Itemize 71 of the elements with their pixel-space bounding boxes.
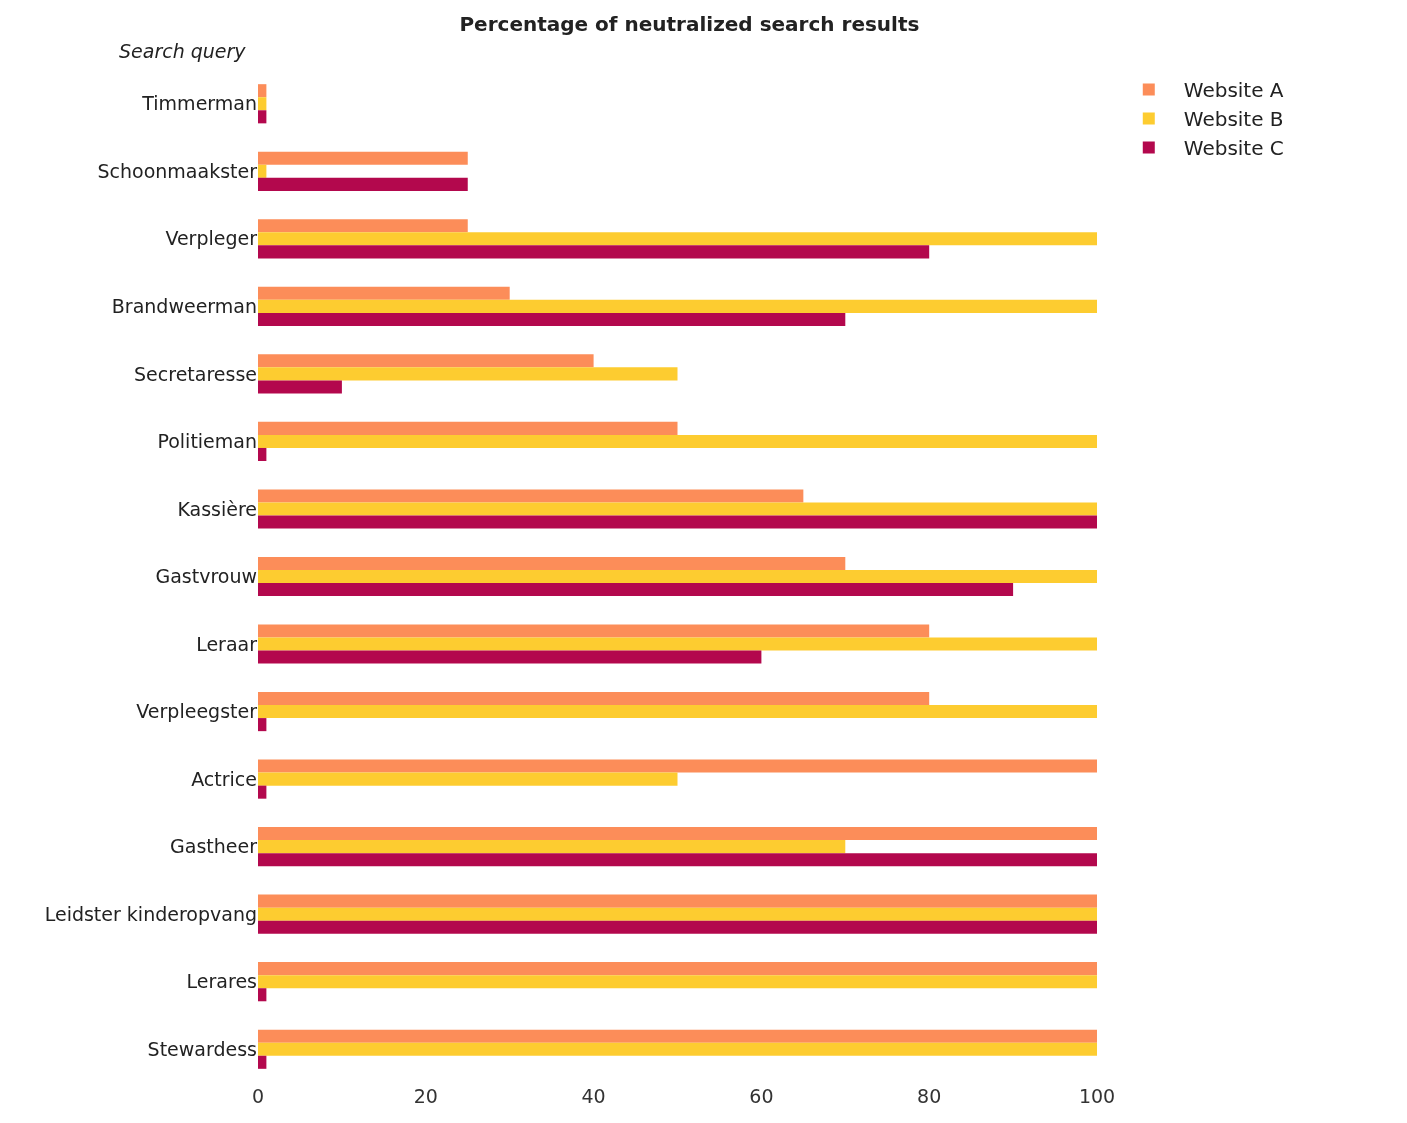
legend-label: Website B (1183, 107, 1284, 132)
bar (258, 219, 468, 233)
bar (258, 759, 1097, 773)
y-tick-label: Timmerman (141, 92, 257, 115)
y-tick-label: Brandweerman (111, 295, 257, 318)
bar (258, 164, 267, 178)
bar (258, 637, 1097, 651)
bar (258, 502, 1097, 516)
bar (258, 299, 1097, 313)
bar (258, 718, 267, 732)
y-tick-label: Politieman (157, 430, 257, 453)
bar (258, 920, 1097, 934)
bar (258, 245, 930, 259)
y-tick-label: Secretaresse (134, 362, 257, 385)
x-tick-label: 40 (581, 1085, 606, 1107)
y-tick-label: Verpleger (165, 227, 258, 250)
bar (258, 286, 510, 300)
x-tick-label: 80 (917, 1085, 942, 1107)
bar (258, 853, 1097, 867)
y-tick-label: Schoonmaakster (97, 159, 258, 182)
y-tick-label: Leraar (196, 632, 258, 655)
bar (258, 1055, 267, 1069)
bar (258, 624, 930, 638)
bar (258, 785, 267, 799)
legend-label: Website A (1183, 78, 1284, 103)
bar (258, 988, 267, 1002)
bar (258, 1042, 1097, 1056)
bar (258, 691, 930, 706)
bar (258, 177, 468, 191)
bar (258, 583, 1014, 597)
x-tick-label: 20 (413, 1085, 438, 1107)
x-tick-label: 60 (749, 1085, 774, 1107)
bar (258, 569, 1097, 584)
bar (258, 97, 267, 111)
bar (258, 975, 1097, 989)
bar (258, 1029, 1097, 1043)
y-tick-label: Gastvrouw (155, 565, 257, 588)
bar (258, 151, 468, 165)
y-tick-label: Lerares (186, 970, 257, 993)
bar (258, 962, 1097, 976)
bar (258, 447, 267, 462)
bar (258, 380, 342, 394)
bar (258, 907, 1097, 921)
bar (258, 84, 267, 98)
bar (258, 232, 1097, 246)
bar (258, 515, 1097, 529)
y-tick-label: Leidster kinderopvang (44, 902, 257, 925)
bar (258, 434, 1097, 448)
bar (258, 354, 594, 368)
bar (258, 312, 846, 326)
y-tick-label: Stewardess (147, 1037, 257, 1060)
bar (258, 827, 1097, 841)
y-tick-label: Gastheer (170, 835, 258, 858)
bar (258, 556, 846, 570)
bar (258, 705, 1097, 719)
x-tick-label: 100 (1078, 1085, 1116, 1107)
y-tick-label: Verpleegster (136, 700, 258, 723)
y-tick-label: Actrice (191, 767, 257, 790)
bar (258, 894, 1097, 908)
x-tick-label: 0 (251, 1085, 265, 1107)
chart-title: Percentage of neutralized search results (459, 11, 920, 36)
bar (258, 367, 678, 381)
y-tick-label: Kassière (177, 497, 257, 520)
bar (258, 650, 762, 664)
y-axis-title: Search query (119, 40, 247, 62)
bar (258, 772, 678, 786)
legend-label: Website C (1183, 136, 1284, 161)
bar (258, 421, 678, 435)
bar (258, 489, 804, 503)
bar (258, 110, 267, 124)
bar (258, 840, 846, 854)
